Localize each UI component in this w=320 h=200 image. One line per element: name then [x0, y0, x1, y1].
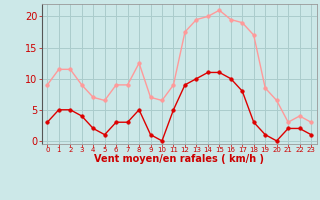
X-axis label: Vent moyen/en rafales ( km/h ): Vent moyen/en rafales ( km/h ) — [94, 154, 264, 164]
